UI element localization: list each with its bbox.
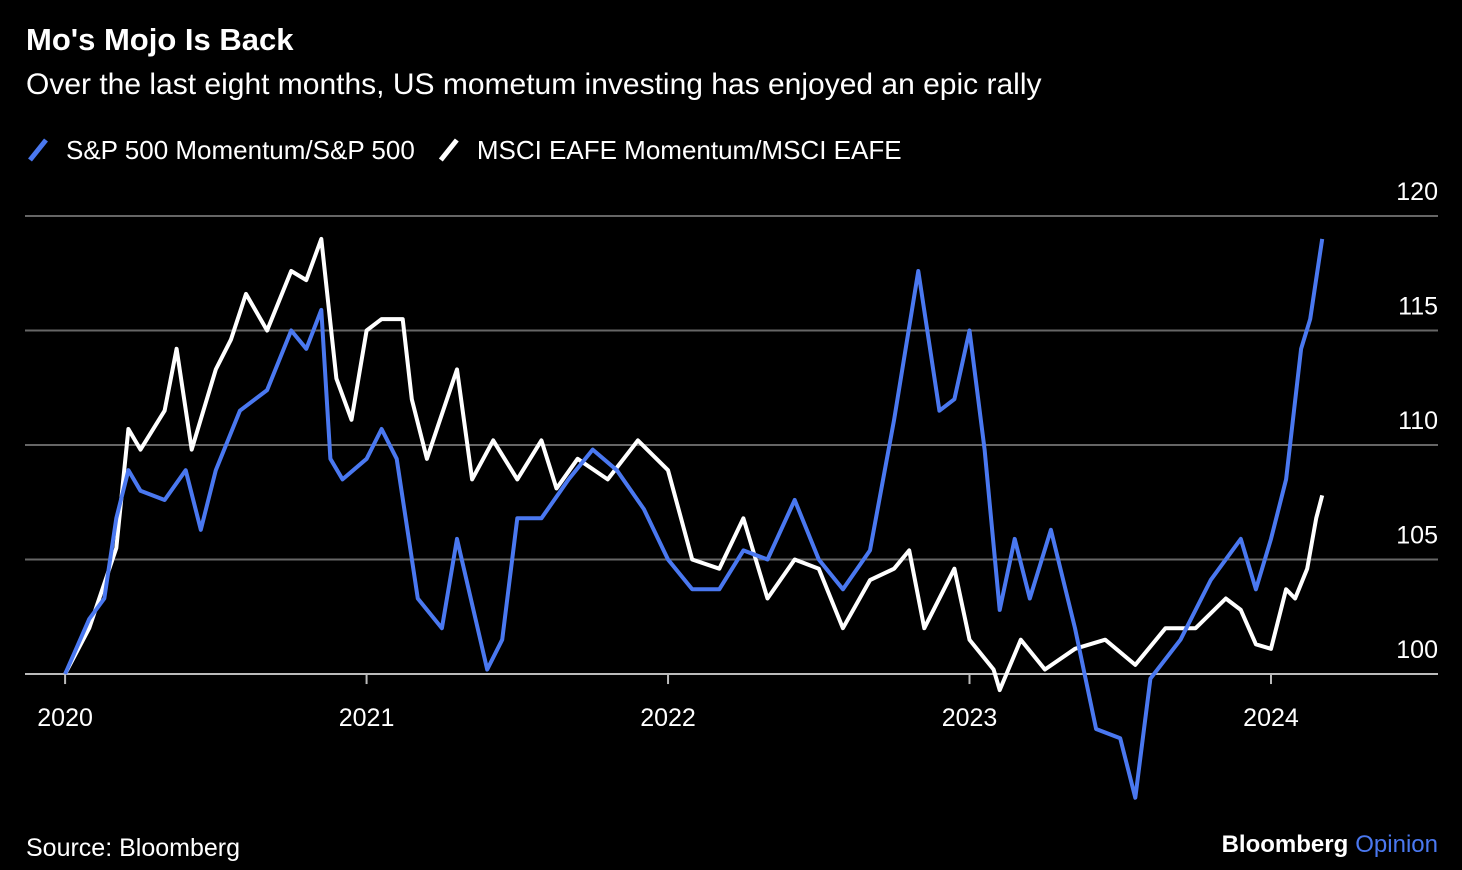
y-tick-label: 100 [1396, 636, 1438, 664]
x-tick-label: 2023 [942, 704, 998, 732]
legend-label: S&P 500 Momentum/S&P 500 [66, 135, 415, 165]
brand: Bloomberg Opinion [1222, 831, 1438, 858]
source: Source: Bloomberg [26, 834, 240, 862]
x-tick-label: 2020 [37, 704, 93, 732]
chart-title: Mo's Mojo Is Back [26, 22, 294, 57]
x-tick-label: 2021 [339, 704, 395, 732]
y-tick-label: 120 [1396, 178, 1438, 206]
y-tick-label: 110 [1398, 407, 1438, 435]
chart-subtitle: Over the last eight months, US mometum i… [26, 68, 1042, 101]
legend-label: MSCI EAFE Momentum/MSCI EAFE [477, 135, 902, 165]
legend: S&P 500 Momentum/S&P 500 MSCI EAFE Moment… [28, 135, 902, 165]
series-line [63, 238, 1325, 800]
y-tick-label: 115 [1398, 293, 1438, 321]
y-tick-label: 105 [1396, 522, 1438, 550]
x-tick-label: 2024 [1243, 704, 1299, 732]
brand-suffix: Opinion [1355, 831, 1438, 858]
x-tick-label: 2022 [640, 704, 696, 732]
legend-swatch [28, 138, 48, 162]
brand-name: Bloomberg [1222, 831, 1349, 858]
legend-swatch [438, 138, 459, 162]
series-line [63, 236, 1325, 693]
